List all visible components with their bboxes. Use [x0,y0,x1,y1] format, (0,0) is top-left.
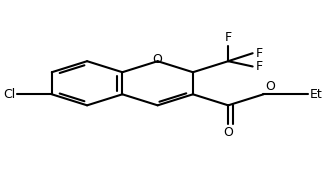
Text: O: O [223,126,233,139]
Text: F: F [256,47,263,60]
Text: F: F [225,31,232,44]
Text: O: O [153,53,163,66]
Text: F: F [256,60,263,73]
Text: Cl: Cl [3,88,16,101]
Text: Et: Et [310,88,323,101]
Text: O: O [265,80,275,93]
